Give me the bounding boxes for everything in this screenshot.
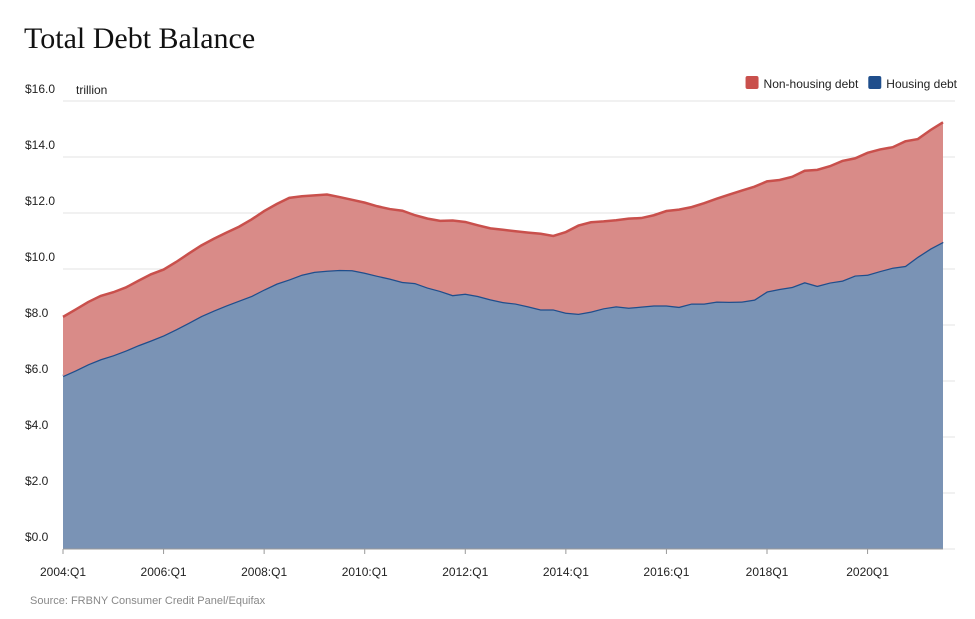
x-tick-label: 2014:Q1	[543, 565, 589, 579]
series-line	[62, 121, 944, 318]
legend-label: Non-housing debt	[764, 77, 859, 91]
x-tick-label: 2012:Q1	[442, 565, 488, 579]
x-tick-label: 2016:Q1	[643, 565, 689, 579]
x-tick-label: 2010:Q1	[342, 565, 388, 579]
legend-label: Housing debt	[886, 77, 957, 91]
y-tick-label: $12.0	[25, 194, 55, 208]
y-unit: trillion	[76, 83, 107, 97]
area	[63, 122, 943, 376]
y-tick-label: $8.0	[25, 306, 49, 320]
x-tick-label: 2018Q1	[746, 565, 789, 579]
chart-title: Total Debt Balance	[24, 22, 255, 55]
x-tick-label: 2006:Q1	[141, 565, 187, 579]
x-tick-label: 2020Q1	[846, 565, 889, 579]
y-tick-label: $2.0	[25, 474, 49, 488]
y-tick-label: $4.0	[25, 418, 49, 432]
x-tick-label: 2008:Q1	[241, 565, 287, 579]
area	[63, 241, 943, 549]
y-tick-label: $6.0	[25, 362, 49, 376]
legend-swatch	[868, 76, 882, 89]
y-tick-label: $14.0	[25, 138, 55, 152]
y-tick-label: $16.0	[25, 82, 55, 96]
y-tick-label: $10.0	[25, 250, 55, 264]
legend-swatch	[745, 76, 759, 89]
x-tick-label: 2004:Q1	[40, 565, 86, 579]
source: Source: FRBNY Consumer Credit Panel/Equi…	[30, 595, 266, 607]
y-tick-label: $0.0	[25, 530, 49, 544]
